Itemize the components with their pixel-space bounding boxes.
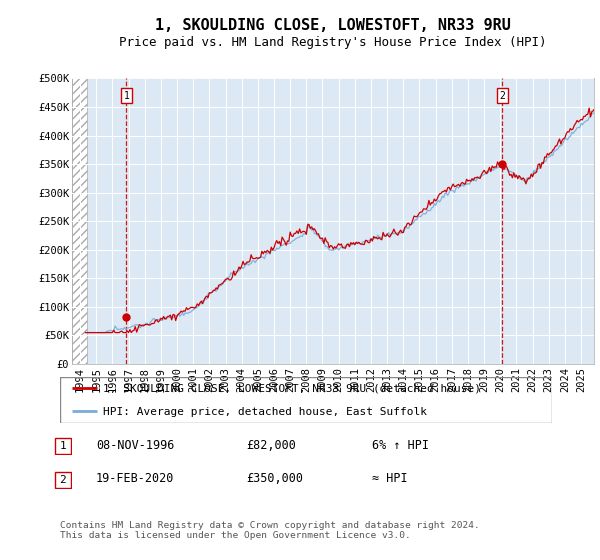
- Text: 1: 1: [124, 91, 129, 101]
- Text: 08-NOV-1996: 08-NOV-1996: [96, 438, 175, 452]
- Text: HPI: Average price, detached house, East Suffolk: HPI: Average price, detached house, East…: [103, 407, 427, 417]
- Text: 6% ↑ HPI: 6% ↑ HPI: [372, 438, 429, 452]
- Text: £82,000: £82,000: [246, 438, 296, 452]
- Text: 1: 1: [59, 441, 67, 451]
- Text: 2: 2: [499, 91, 505, 101]
- Text: £350,000: £350,000: [246, 472, 303, 486]
- Text: 2: 2: [59, 475, 67, 485]
- Text: 19-FEB-2020: 19-FEB-2020: [96, 472, 175, 486]
- Text: 1, SKOULDING CLOSE, LOWESTOFT, NR33 9RU (detached house): 1, SKOULDING CLOSE, LOWESTOFT, NR33 9RU …: [103, 384, 481, 394]
- Text: Price paid vs. HM Land Registry's House Price Index (HPI): Price paid vs. HM Land Registry's House …: [119, 36, 547, 49]
- Text: ≈ HPI: ≈ HPI: [372, 472, 407, 486]
- Text: Contains HM Land Registry data © Crown copyright and database right 2024.
This d: Contains HM Land Registry data © Crown c…: [60, 521, 480, 540]
- Text: 1, SKOULDING CLOSE, LOWESTOFT, NR33 9RU: 1, SKOULDING CLOSE, LOWESTOFT, NR33 9RU: [155, 18, 511, 32]
